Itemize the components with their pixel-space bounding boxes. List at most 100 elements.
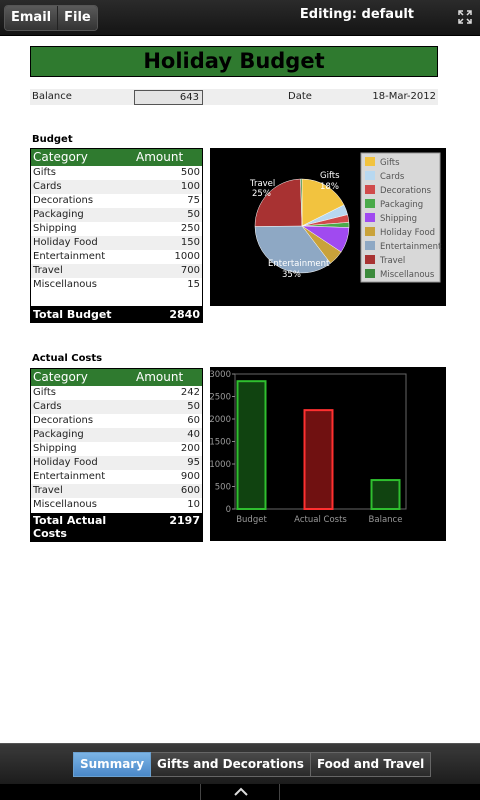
tab-summary[interactable]: Summary [73,752,152,777]
row-amount: 242 [180,387,200,398]
x-tick-label: Budget [236,515,267,525]
x-tick-label: Balance [369,515,403,525]
row-amount: 40 [187,429,200,440]
y-tick-label: 2500 [210,393,231,403]
table-row[interactable]: Shipping 200 [31,442,202,456]
pie-slice-entertainment[interactable] [254,225,331,274]
pie-slice-miscellanous[interactable] [300,178,303,227]
budget-total-value: 2840 [169,308,200,321]
row-amount: 600 [180,485,200,496]
legend-swatch [365,269,375,278]
row-category: Holiday Food [33,457,98,468]
col-amount: Amount [136,370,184,384]
system-nav-bar [0,784,480,800]
table-row[interactable]: Holiday Food 95 [31,456,202,470]
legend-entry: Decorations [380,186,432,196]
legend-swatch [365,199,375,208]
table-row[interactable]: Entertainment 1000 [31,250,202,264]
bar-actual-costs[interactable] [303,409,334,510]
budget-table-header: Category Amount [31,149,202,166]
nav-handle[interactable] [200,784,280,800]
date-label: Date [288,91,312,102]
balance-field[interactable]: 643 [134,90,203,105]
pie-label-name: Entertainment [268,259,330,269]
pie-label-name: Gifts [320,171,340,181]
row-category: Entertainment [33,471,106,482]
legend-entry: Gifts [380,158,400,168]
legend-swatch [365,227,375,236]
legend-entry: Holiday Food [380,228,435,238]
row-amount: 50 [187,209,200,220]
table-row[interactable]: Miscellanous 15 [31,278,202,292]
tab-gifts-and-decorations[interactable]: Gifts and Decorations [151,752,311,777]
row-amount: 10 [187,499,200,510]
legend-swatch [365,171,375,180]
actual-total-value: 2197 [169,514,200,527]
table-row[interactable]: Holiday Food 150 [31,236,202,250]
row-category: Holiday Food [33,237,98,248]
page-title: Holiday Budget [30,46,438,77]
pie-slice-travel[interactable] [254,178,303,227]
row-amount: 500 [180,167,200,178]
table-row[interactable]: Packaging 50 [31,208,202,222]
budget-table: Category Amount Gifts 500 Cards 100 Decorati… [30,148,203,323]
budget-section-label: Budget [32,134,73,145]
pie-slice-gifts[interactable] [301,178,345,227]
editing-status: Editing: default [299,7,414,22]
actual-table: Category Amount Gifts 242 Cards 50 Decoratio… [30,368,203,542]
legend-entry: Entertainment [380,242,442,252]
row-category: Entertainment [33,251,106,262]
col-category: Category [33,370,88,384]
row-amount: 200 [180,443,200,454]
pie-chart-svg: Gifts18%Travel25%Entertainment35%GiftsCa… [249,152,442,283]
table-row[interactable]: Decorations 60 [31,414,202,428]
table-row[interactable]: Travel 600 [31,484,202,498]
bar-budget[interactable] [236,380,267,511]
row-amount: 95 [187,457,200,468]
table-row[interactable]: Entertainment 900 [31,470,202,484]
row-category: Miscellanous [33,499,97,510]
row-category: Decorations [33,195,94,206]
col-category: Category [33,150,88,164]
y-tick-label: 1000 [210,460,231,470]
row-category: Gifts [33,387,57,398]
table-row[interactable]: Shipping 250 [31,222,202,236]
info-row: Balance 643 Date 18-Mar-2012 [30,89,438,105]
row-amount: 900 [180,471,200,482]
row-category: Travel [33,265,63,276]
row-amount: 700 [180,265,200,276]
pie-label-pct: 35% [282,270,301,280]
table-row[interactable]: Cards 50 [31,400,202,414]
table-row[interactable]: Packaging 40 [31,428,202,442]
table-row[interactable]: Miscellanous 10 [31,498,202,512]
budget-pie-chart[interactable]: Gifts 18% Travel 25% Entertainment 35% Gifts Ca… [210,148,446,306]
y-tick-label: 1500 [210,438,231,448]
row-amount: 100 [180,181,200,192]
bar-balance[interactable] [370,479,401,511]
table-row[interactable]: Gifts 242 [31,386,202,400]
row-amount: 250 [180,223,200,234]
row-category: Gifts [33,167,57,178]
email-button[interactable]: Email [5,6,58,30]
legend-swatch [365,185,375,194]
budget-rows: Gifts 500 Cards 100 Decorations 75 Packaging 50… [31,166,202,292]
fullscreen-icon[interactable] [458,10,472,24]
row-amount: 60 [187,415,200,426]
pie-label-pct: 18% [320,182,339,192]
cost-bar-chart[interactable]: 0 500 1000 1500 2000 2500 3000 Budget Actual Cos… [209,367,446,541]
actual-rows: Gifts 242 Cards 50 Decorations 60 Packaging 40 S… [31,386,202,512]
table-row[interactable]: Travel 700 [31,264,202,278]
table-row[interactable]: Cards 100 [31,180,202,194]
x-tick-label: Actual Costs [294,515,347,525]
table-row[interactable]: Decorations 75 [31,194,202,208]
budget-total-row: Total Budget 2840 [31,306,202,323]
file-button[interactable]: File [57,6,97,30]
table-row[interactable]: Gifts 500 [31,166,202,180]
row-category: Decorations [33,415,94,426]
tab-food-and-travel[interactable]: Food and Travel [310,752,432,777]
pie-label-name: Travel [249,179,275,189]
row-category: Cards [33,181,62,192]
legend-entry: Travel [379,256,405,266]
legend-entry: Miscellanous [380,270,435,280]
legend-swatch [365,241,375,250]
